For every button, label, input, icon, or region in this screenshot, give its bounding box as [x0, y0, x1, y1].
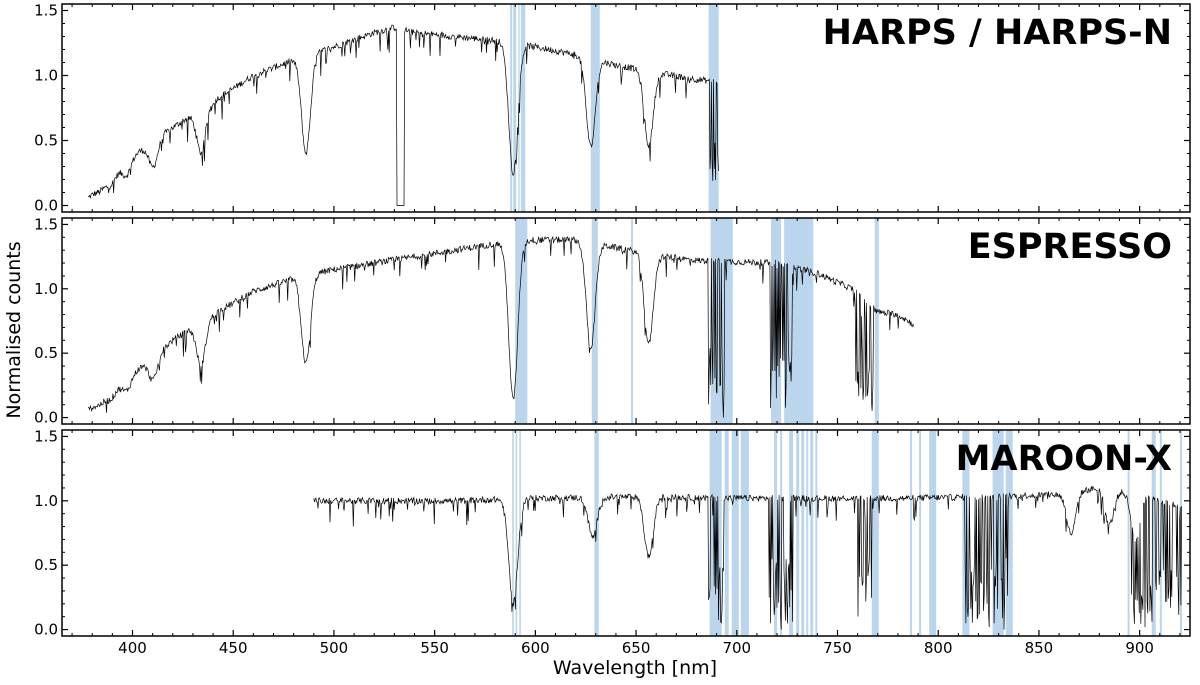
- x-tick-label: 400: [118, 639, 147, 657]
- telluric-band: [515, 218, 528, 424]
- spectrum-line-0: [87, 235, 915, 418]
- telluric-band: [515, 430, 518, 636]
- telluric-band: [513, 4, 517, 212]
- telluric-band: [591, 218, 598, 424]
- telluric-band: [731, 430, 739, 636]
- telluric-band: [796, 430, 800, 636]
- panel-0: 0.0 0.5 1.0 1.5 HARPS / HARPS-N: [34, 2, 1191, 215]
- x-tick-label: 800: [924, 639, 953, 657]
- x-tick-label: 450: [219, 639, 248, 657]
- telluric-band: [1151, 430, 1156, 636]
- telluric-band: [1179, 430, 1182, 636]
- telluric-band: [590, 4, 600, 212]
- telluric-band: [780, 430, 783, 636]
- y-tick-label: 1.5: [34, 215, 58, 233]
- panel-2: 0.0 0.5 1.0 1.5 400 450 500 550 600 650 700 750 800 8…: [34, 427, 1191, 657]
- x-tick-label: 600: [521, 639, 550, 657]
- telluric-band: [815, 430, 818, 636]
- y-tick-label: 0.5: [34, 132, 58, 150]
- y-tick-label: 1.5: [34, 2, 58, 20]
- telluric-band: [874, 218, 879, 424]
- telluric-band: [510, 4, 513, 212]
- y-tick-label: 1.0: [34, 67, 58, 85]
- telluric-band: [1005, 430, 1013, 636]
- x-tick-label: 900: [1125, 639, 1154, 657]
- panel-title: ESPRESSO: [968, 227, 1172, 267]
- spectrum-line-0: [313, 485, 1182, 630]
- plot-frame: [61, 3, 1191, 213]
- telluric-band: [810, 430, 814, 636]
- telluric-band: [919, 430, 922, 636]
- telluric-band: [519, 430, 521, 636]
- y-tick-label: 0.5: [34, 556, 58, 574]
- y-axis-label: Normalised counts: [3, 241, 25, 418]
- telluric-band: [929, 430, 937, 636]
- telluric-band: [512, 430, 514, 636]
- plot-frame: [61, 429, 1191, 637]
- telluric-band: [740, 430, 749, 636]
- spectrum-line-0: [87, 24, 719, 206]
- x-tick-label: 700: [722, 639, 751, 657]
- x-tick-label: 850: [1025, 639, 1054, 657]
- telluric-band: [774, 430, 778, 636]
- telluric-bands: [510, 4, 719, 212]
- y-tick-label: 0.0: [34, 197, 58, 215]
- y-tick-label: 1.5: [34, 427, 58, 445]
- telluric-band: [709, 430, 722, 636]
- telluric-band: [631, 218, 634, 424]
- x-tick-label: 500: [320, 639, 349, 657]
- telluric-band: [910, 430, 913, 636]
- x-tick-label: 650: [622, 639, 651, 657]
- x-tick-label: 750: [823, 639, 852, 657]
- telluric-band: [806, 430, 809, 636]
- telluric-band: [520, 4, 526, 212]
- y-tick-label: 1.0: [34, 280, 58, 298]
- y-tick-label: 1.0: [34, 492, 58, 510]
- x-axis-label: Wavelength [nm]: [553, 657, 717, 679]
- y-tick-label: 0.0: [34, 621, 58, 639]
- telluric-band: [801, 430, 805, 636]
- x-tick-label: 550: [420, 639, 449, 657]
- telluric-band: [1127, 430, 1130, 636]
- telluric-band: [789, 430, 794, 636]
- panel-title: HARPS / HARPS-N: [823, 13, 1172, 53]
- panel-title: MAROON-X: [956, 439, 1172, 479]
- telluric-band: [594, 430, 599, 636]
- plot-frame: [61, 217, 1191, 425]
- telluric-band: [784, 218, 814, 424]
- telluric-band: [962, 430, 970, 636]
- telluric-band: [724, 430, 729, 636]
- telluric-band: [871, 430, 879, 636]
- y-tick-label: 0.5: [34, 344, 58, 362]
- panel-1: 0.0 0.5 1.0 1.5 ESPRESSO: [34, 215, 1191, 427]
- telluric-bands: [515, 218, 879, 424]
- y-tick-label: 0.0: [34, 409, 58, 427]
